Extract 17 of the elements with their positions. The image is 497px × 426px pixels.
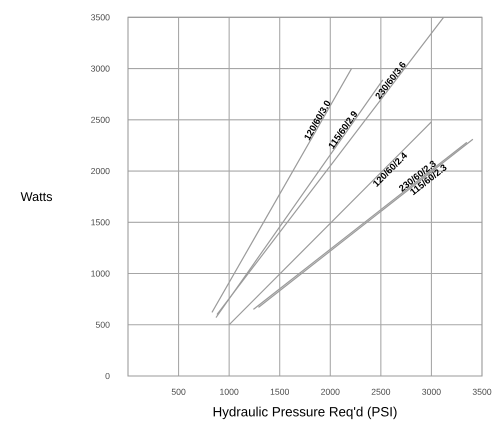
x-tick-label: 2000 (321, 388, 340, 395)
x-tick-label: 3000 (422, 388, 441, 395)
y-tick-label: 1500 (91, 219, 110, 226)
x-tick-label: 1500 (270, 388, 289, 395)
y-tick-label: 2500 (91, 116, 110, 123)
x-tick-label: 2500 (372, 388, 390, 395)
y-tick-label: 1000 (91, 270, 110, 277)
y-tick-label: 2000 (91, 168, 110, 174)
x-axis-title: Hydraulic Pressure Req'd (PSI) (214, 406, 397, 420)
y-axis-title: Watts (20, 192, 52, 202)
x-tick-label: 1000 (220, 388, 238, 395)
y-tick-label: 3500 (91, 14, 110, 20)
y-tick-label: 3000 (91, 66, 110, 72)
y-tick-label: 0 (105, 372, 110, 380)
x-tick-label: 3500 (472, 388, 492, 395)
x-tick-label: 500 (172, 388, 186, 395)
y-tick-label: 500 (96, 322, 110, 328)
